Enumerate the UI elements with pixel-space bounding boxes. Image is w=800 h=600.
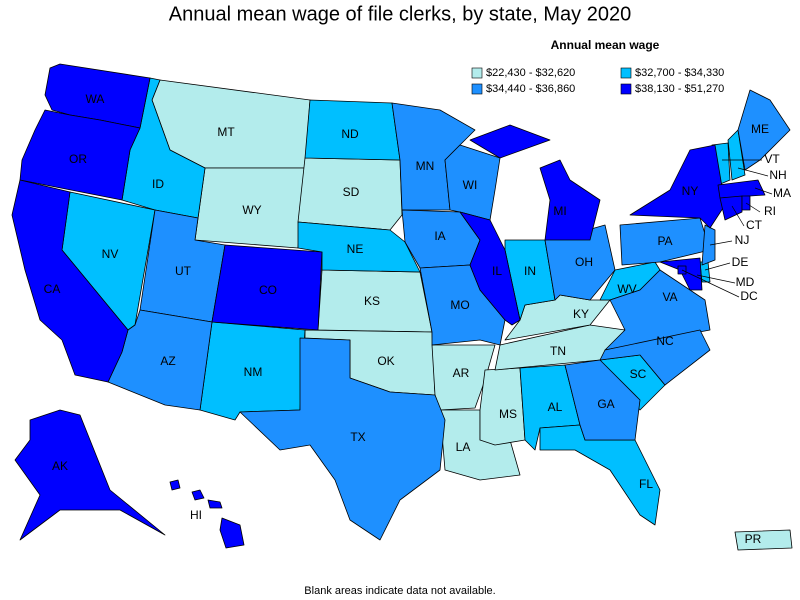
state-label: MN (416, 159, 435, 173)
state-labels: MT WY SD KS OK AR LA MS TN KY PR ID NV ND NE NM IN WV AL FL… (44, 92, 791, 546)
state (539, 159, 601, 241)
state-label: SC (630, 367, 647, 381)
state-label: NV (102, 247, 119, 261)
state-label: ID (152, 177, 164, 191)
state-label: VA (662, 290, 677, 304)
leader-line (704, 262, 731, 271)
state-label: KY (573, 307, 589, 321)
state (207, 499, 223, 509)
state (604, 269, 711, 351)
legend-label: $38,130 - $51,270 (635, 83, 724, 95)
legend: $22,430 - $32,620 $32,700 - $34,330 $34,44… (471, 67, 724, 95)
state (14, 409, 166, 541)
legend-swatch (471, 83, 483, 95)
state-label: ME (751, 122, 769, 136)
legend-label: $22,430 - $32,620 (486, 67, 575, 79)
state-label: MS (499, 407, 517, 421)
state-label: MD (736, 275, 755, 289)
leader-line (731, 205, 745, 227)
state-label: NC (656, 334, 674, 348)
states (11, 63, 793, 551)
state (11, 179, 129, 383)
state-label: DC (740, 289, 758, 303)
legend-label: $34,440 - $36,860 (486, 83, 575, 95)
state-label: MA (773, 186, 791, 200)
state-label: LA (456, 440, 471, 454)
state-label: HI (190, 508, 202, 522)
state-label: MO (450, 298, 469, 312)
state (444, 144, 501, 221)
leader-line (709, 240, 733, 246)
state-label: AL (548, 400, 563, 414)
state-label: WY (242, 203, 261, 217)
state (211, 244, 323, 331)
state (19, 109, 141, 201)
state-label: OK (377, 354, 394, 368)
state-label: IA (434, 229, 445, 243)
legend-swatch (471, 67, 483, 79)
state-label: WA (86, 92, 105, 106)
state-label: PR (745, 532, 762, 546)
state-label: KS (364, 294, 380, 308)
state-label: DE (732, 255, 749, 269)
state-label: NE (347, 242, 364, 256)
state (701, 224, 716, 266)
state (659, 257, 703, 291)
state-label: IN (524, 264, 536, 278)
state-label: VT (764, 152, 780, 166)
state-label: CT (746, 218, 763, 232)
state-label: AK (52, 459, 68, 473)
state (469, 124, 551, 159)
state-label: GA (597, 397, 614, 411)
footnote: Blank areas indicate data not available. (304, 585, 495, 597)
state-label: FL (639, 477, 653, 491)
state (564, 359, 641, 441)
state-label: AR (453, 366, 470, 380)
state-label: PA (657, 234, 672, 248)
state-label: MI (553, 204, 566, 218)
state-label: NM (244, 365, 263, 379)
state-label: AZ (160, 354, 175, 368)
state (619, 217, 711, 266)
state-label: WI (463, 178, 478, 192)
state-label: NY (682, 184, 699, 198)
state-label: OR (69, 152, 87, 166)
leader-line (696, 274, 736, 284)
state-label: TX (350, 430, 365, 444)
state-label: RI (764, 204, 776, 218)
legend-swatch (620, 67, 632, 79)
leader-line (745, 202, 761, 213)
state (734, 529, 793, 551)
state-label: TN (550, 344, 566, 358)
leader-line (754, 187, 773, 195)
state (727, 129, 746, 181)
map-title: Annual mean wage of file clerks, by stat… (169, 3, 631, 25)
state-label: NJ (735, 233, 750, 247)
state-label: SD (343, 185, 360, 199)
state-label: MT (217, 125, 235, 139)
state (297, 221, 421, 273)
legend-title: Annual mean wage (551, 38, 660, 52)
state (219, 517, 245, 549)
legend-label: $32,700 - $34,330 (635, 67, 724, 79)
state-label: NH (769, 168, 786, 182)
legend-swatch (620, 83, 632, 95)
state (719, 195, 743, 221)
state (239, 337, 446, 541)
leader-line (737, 167, 769, 177)
state-label: CO (259, 283, 277, 297)
state (191, 489, 205, 501)
state-label: UT (175, 264, 192, 278)
state (717, 179, 766, 199)
state-label: OH (575, 255, 593, 269)
state (629, 144, 726, 229)
state-label: CA (44, 282, 61, 296)
state-label: IL (492, 264, 502, 278)
state-label: ND (341, 127, 359, 141)
state-label: WV (617, 282, 636, 296)
state (459, 211, 521, 326)
state (169, 479, 181, 491)
leader-line (681, 269, 740, 298)
